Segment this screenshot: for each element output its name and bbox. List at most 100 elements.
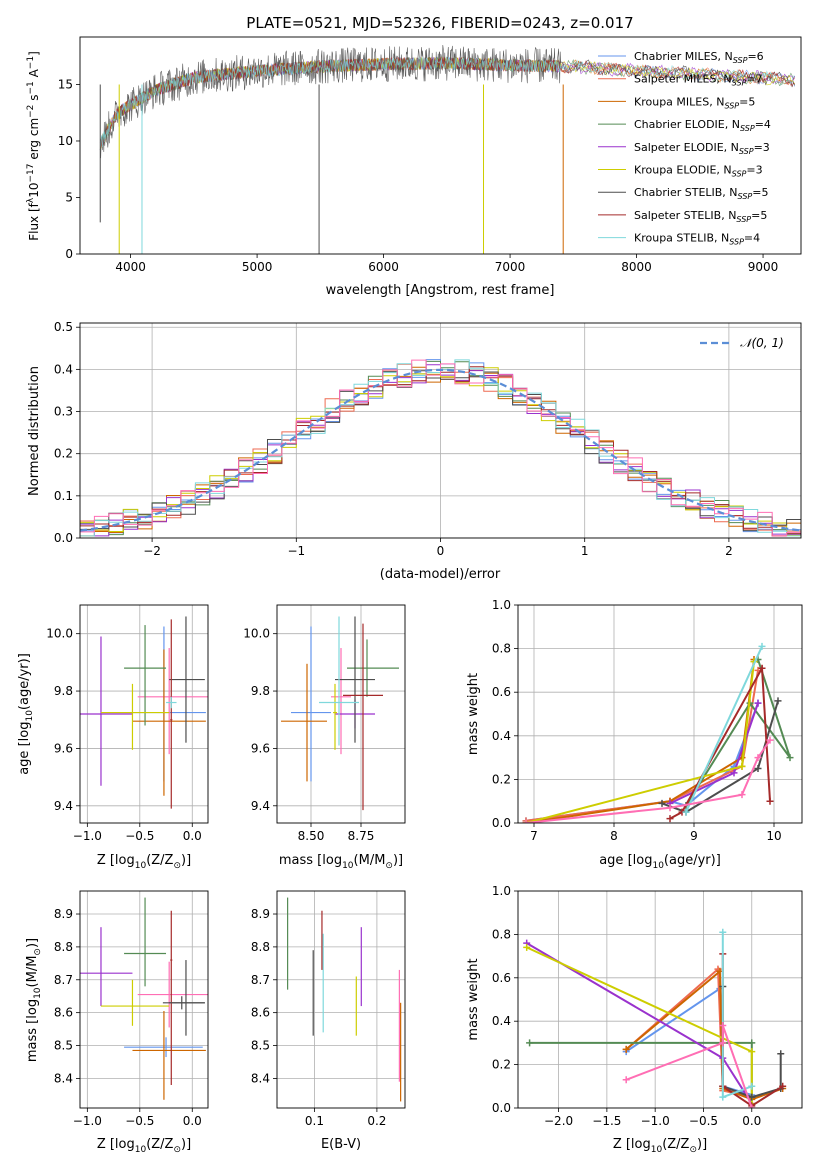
y-tick-label: 0.0 [492, 1101, 511, 1115]
y-axis-label: Flux [fλ10−17 erg cm−2 s−1 A−1] [26, 51, 41, 241]
weight-series-line [685, 659, 791, 807]
x-axis-label-part: )] [393, 853, 403, 868]
legend-subscript: SSP [732, 170, 747, 179]
y-tick-label: 0.6 [492, 685, 511, 699]
x-axis-label-part: )] [181, 853, 191, 868]
y-tick-label: 10.0 [46, 627, 73, 641]
y-axis-label-part: λ [26, 197, 36, 203]
mass-vs-Z-axes-frame [79, 890, 209, 1109]
y-tick-label: 8.8 [54, 940, 73, 954]
legend-label: Salpeter ELODIE, NSSP=3 [634, 141, 770, 156]
x-tick-label: 10 [766, 829, 781, 843]
x-axis-label: age [log10(age/yr)] [599, 853, 721, 871]
weight-marker [774, 697, 782, 705]
legend-series-name: Chabrier MILES, N [634, 50, 733, 63]
y-axis-label-part: Flux [f [27, 202, 41, 240]
y-axis-label-part: −17 [26, 164, 36, 183]
weight-marker [748, 1104, 756, 1108]
y-tick-label: 9.8 [54, 684, 73, 698]
weight-series-line [525, 670, 759, 822]
legend-nssp: =3 [754, 141, 770, 154]
legend-nssp: =3 [746, 164, 762, 177]
y-tick-label: 0.0 [492, 816, 511, 830]
mass-vs-Z-axes: −1.0 −0.5 0.08.48.58.68.78.88.9Z [log10(Z/… [25, 890, 209, 1155]
y-tick-label: 8.7 [54, 973, 73, 987]
chart-title: PLATE=0521, MJD=52326, FIBERID=0243, z=0… [246, 14, 633, 32]
x-tick-label: 8000 [621, 260, 652, 274]
y-axis-label-part: A [27, 68, 41, 81]
legend-subscript: SSP [740, 124, 755, 133]
weight-marker [522, 819, 530, 823]
y-tick-label: 10.0 [243, 627, 270, 641]
weight-series-line [625, 1025, 753, 1108]
y-tick-label: 0.4 [54, 362, 73, 376]
errorbar-point [80, 636, 133, 786]
x-axis-label-part: 10 [342, 861, 354, 871]
weight-marker [754, 765, 762, 772]
weight-marker [754, 699, 762, 707]
x-axis-label-part: mass [log [279, 853, 342, 868]
legend-series-name: Salpeter MILES, N [634, 73, 732, 86]
x-tick-label: −0.5 [125, 829, 154, 843]
x-axis-label-part: Z [log [97, 1137, 135, 1152]
x-tick-label: −1 [287, 544, 305, 558]
y-axis-label-part: s [27, 95, 41, 105]
legend-series-name: Chabrier ELODIE, N [634, 118, 740, 131]
x-tick-label: 0 [437, 544, 445, 558]
mass-vs-ebv-axes: 0.1 0.2 8.4 8.5 8.6 8.7 8.8 8.9 E(B-V) [251, 890, 406, 1152]
x-tick-label: 6000 [368, 260, 399, 274]
y-tick-label: 0.8 [492, 927, 511, 941]
weight-marker [719, 1093, 727, 1101]
x-axis-label-part: )] [697, 1137, 707, 1152]
weight-marker [523, 943, 531, 951]
x-tick-label: 0.0 [183, 1114, 202, 1128]
x-tick-label: 0.2 [367, 1114, 386, 1128]
y-axis-label-part: mass [log [25, 999, 40, 1062]
massweight-vs-age-axes-plot-area [518, 605, 802, 823]
legend-label: Chabrier ELODIE, NSSP=4 [634, 118, 771, 133]
legend-nssp: =7 [746, 73, 762, 86]
x-tick-label: 0.1 [305, 1114, 324, 1128]
x-tick-label: −2.0 [544, 1114, 573, 1128]
weight-marker [719, 1022, 727, 1030]
errorbar-point [124, 625, 167, 726]
y-axis-label-part: ] [27, 51, 41, 56]
legend-nssp: =6 [747, 50, 763, 63]
errorbar-point [100, 683, 170, 750]
legend-label: Chabrier STELIB, NSSP=5 [634, 186, 768, 201]
y-axis-label: mass weight [466, 673, 481, 755]
x-axis-label-part: (M/M [354, 853, 386, 868]
x-axis-label-part: ⊙ [173, 861, 181, 871]
weight-series-line [525, 739, 771, 823]
legend-label: Kroupa MILES, NSSP=5 [634, 95, 755, 110]
legend-subscript: SSP [729, 238, 744, 247]
x-axis-label: mass [log10(M/M⊙)] [279, 853, 403, 871]
weight-marker [738, 791, 746, 799]
legend-subscript: SSP [736, 215, 751, 224]
errorbar-point [281, 663, 327, 782]
legend-label: 𝒩(0, 1) [740, 336, 784, 350]
x-axis-label-part: Z [log [97, 853, 135, 868]
y-tick-label: 8.6 [54, 1006, 73, 1020]
y-tick-label: 0.5 [54, 320, 73, 334]
x-tick-label: 8.50 [298, 829, 325, 843]
massweight-vs-Z-axes: −2.0 −1.5 −1.0 −0.5 0.0 0.0 0.2 0.4 0.6 0.8 1.0 Z [… [466, 884, 803, 1155]
errorbar-point [343, 623, 383, 811]
weight-marker [658, 799, 666, 807]
errorbar-point [170, 619, 173, 809]
y-axis-label-part: 10 [25, 710, 35, 722]
errorbar-point [137, 648, 208, 755]
y-tick-label: 0 [65, 247, 73, 261]
errorbar-point [319, 616, 359, 746]
age-vs-Z-axes-frame [79, 604, 209, 824]
residuals-axes-plot-area [80, 323, 801, 538]
weight-series-line [721, 932, 753, 1099]
mass-vs-Z-axes-plot-area [80, 891, 208, 1108]
x-tick-label: −1.5 [592, 1114, 621, 1128]
y-tick-label: 1.0 [492, 598, 511, 612]
x-axis-label: (data-model)/error [380, 567, 501, 582]
y-tick-label: 8.8 [251, 940, 270, 954]
spectrum-axes: 4000 5000 6000 7000 8000 9000 0 5 10 15 Chabrier M… [26, 14, 802, 298]
age-vs-Z-axes-plot-area [80, 605, 208, 823]
gaussian-curve [80, 368, 801, 532]
